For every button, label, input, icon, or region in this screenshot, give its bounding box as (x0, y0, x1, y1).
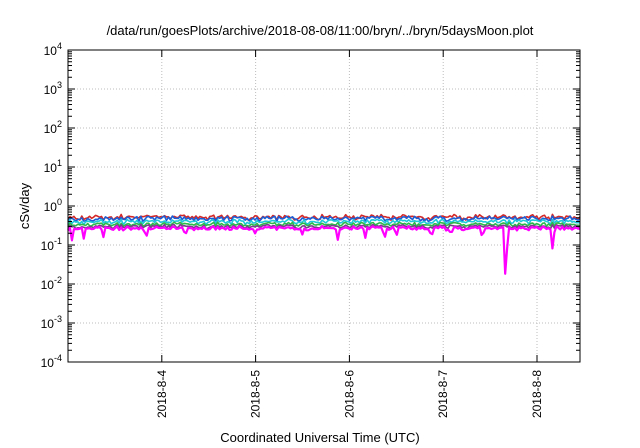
x-tick-label: 2018-8-6 (342, 370, 356, 418)
y-tick-labels: 10-4 10-3 10-2 10-1 100 101 102 103 104 (41, 41, 62, 370)
grid (68, 50, 580, 362)
y-tick-label: 102 (44, 119, 62, 136)
y-tick-label: 103 (44, 80, 62, 97)
y-tick-label: 104 (44, 41, 62, 58)
series-line-6 (67, 225, 581, 275)
x-tick-labels: 2018-8-4 2018-8-5 2018-8-6 2018-8-7 2018-8-8 (155, 370, 544, 418)
series-line-3 (67, 218, 581, 226)
series-line-4 (67, 221, 581, 228)
y-tick-label: 10-4 (41, 353, 62, 370)
y-tick-label: 10-2 (41, 275, 62, 292)
series-line-1 (67, 213, 581, 222)
y-tick-label: 101 (44, 158, 62, 175)
chart-title: /data/run/goesPlots/archive/2018-08-08/1… (107, 23, 534, 38)
y-tick-label: 10-3 (41, 314, 62, 331)
x-tick-label: 2018-8-7 (436, 370, 450, 418)
x-axis-label: Coordinated Universal Time (UTC) (220, 430, 419, 445)
y-tick-label: 10-1 (41, 236, 62, 253)
series-line-5 (67, 223, 581, 230)
axis-ticks (68, 49, 580, 363)
x-tick-label: 2018-8-8 (530, 370, 544, 418)
y-tick-label: 100 (44, 197, 62, 214)
x-tick-label: 2018-8-4 (155, 370, 169, 418)
y-axis-label: cSv/day (17, 182, 32, 229)
x-tick-label: 2018-8-5 (249, 370, 263, 418)
series-line-2 (67, 215, 581, 223)
series-lines (67, 213, 581, 275)
